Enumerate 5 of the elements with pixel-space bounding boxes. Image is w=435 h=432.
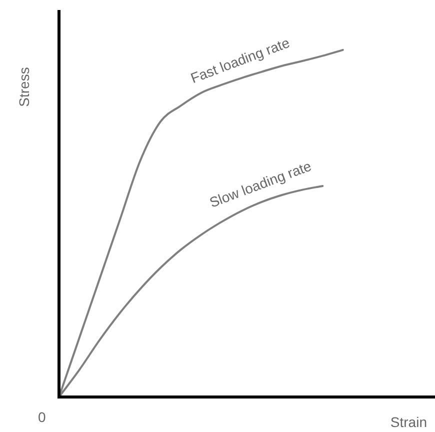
y-axis-title: Stress: [16, 67, 32, 107]
text: 0: [38, 409, 46, 425]
x-axis-title: Strain: [390, 414, 427, 430]
text: Fast loading rate: [188, 34, 292, 86]
text: Slow loading rate: [207, 158, 314, 210]
